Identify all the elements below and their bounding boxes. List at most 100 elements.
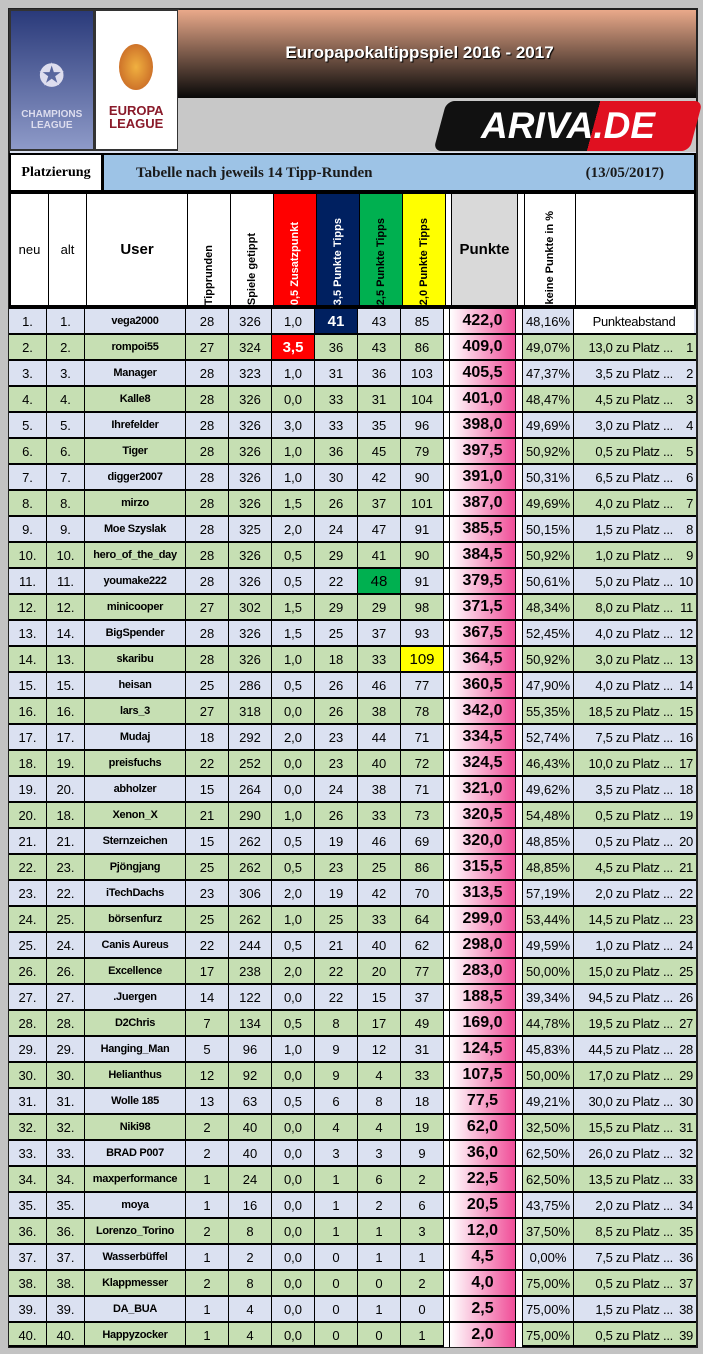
cell-alt: 11. <box>47 569 85 593</box>
cell-abstand: 8,0 zu Platz ... 11 <box>574 595 694 619</box>
cell-p25: 35 <box>358 413 401 437</box>
cell-tipprunden: 28 <box>186 465 229 489</box>
abstand-text: 3,0 zu Platz ... <box>595 417 673 433</box>
cell-p20: 98 <box>401 595 444 619</box>
gap <box>516 1089 523 1113</box>
cell-p25: 25 <box>358 855 401 879</box>
cell-p35: 25 <box>315 907 358 931</box>
cell-neu: 27. <box>9 985 47 1009</box>
col-spiele-label: Spiele getippt <box>246 232 258 305</box>
cell-p25: 0 <box>358 1271 401 1295</box>
cell-abstand: 2,0 zu Platz ... 34 <box>574 1193 694 1217</box>
cell-abstand: 3,0 zu Platz ... 4 <box>574 413 694 437</box>
cell-keine: 50,92% <box>523 439 574 463</box>
cell-neu: 8. <box>9 491 47 515</box>
table-row: 38. 38. Klappmesser 2 8 0,0 0 0 2 4,0 75,00% 0,5 zu… <box>9 1269 696 1295</box>
cell-spiele: 326 <box>229 543 272 567</box>
cell-z05: 0,0 <box>272 1115 315 1139</box>
cell-p25: 48 <box>358 569 401 593</box>
cell-spiele: 326 <box>229 621 272 645</box>
gap <box>444 517 450 541</box>
cell-neu: 35. <box>9 1193 47 1217</box>
gap <box>444 1037 450 1061</box>
cell-keine: 48,34% <box>523 595 574 619</box>
cell-p35: 29 <box>315 595 358 619</box>
cell-user: youmake222 <box>85 569 186 593</box>
gap <box>444 803 450 827</box>
europa-league-logo: EUROPA LEAGUE <box>95 11 177 149</box>
cell-tipprunden: 28 <box>186 621 229 645</box>
cell-alt: 36. <box>47 1219 85 1243</box>
cell-alt: 4. <box>47 387 85 411</box>
cl-logo-text: CHAMPIONS LEAGUE <box>21 109 83 131</box>
cell-keine: 62,50% <box>523 1167 574 1191</box>
cell-punkte: 384,5 <box>450 543 516 567</box>
cell-abstand: 1,0 zu Platz ... 9 <box>574 543 694 567</box>
cell-p25: 46 <box>358 673 401 697</box>
cell-spiele: 286 <box>229 673 272 697</box>
table-row: 19. 20. abholzer 15 264 0,0 24 38 71 321,0 49,62% 3… <box>9 775 696 801</box>
cell-neu: 36. <box>9 1219 47 1243</box>
gap <box>444 985 450 1009</box>
cell-neu: 33. <box>9 1141 47 1165</box>
cell-p25: 12 <box>358 1037 401 1061</box>
cell-p20: 78 <box>401 699 444 723</box>
cell-keine: 50,00% <box>523 1063 574 1087</box>
gap <box>446 194 452 305</box>
cell-keine: 53,44% <box>523 907 574 931</box>
cell-alt: 14. <box>47 621 85 645</box>
cell-alt: 12. <box>47 595 85 619</box>
table-row: 36. 36. Lorenzo_Torino 2 8 0,0 1 1 3 12,0 37,50% 8,… <box>9 1217 696 1243</box>
gap <box>444 465 450 489</box>
cell-p25: 8 <box>358 1089 401 1113</box>
cell-keine: 39,34% <box>523 985 574 1009</box>
abstand-text: 15,5 zu Platz ... <box>588 1119 673 1135</box>
cell-keine: 75,00% <box>523 1323 574 1347</box>
gap <box>516 725 523 749</box>
cell-tipprunden: 18 <box>186 725 229 749</box>
gap <box>444 829 450 853</box>
cell-z05: 1,0 <box>272 439 315 463</box>
cell-neu: 14. <box>9 647 47 671</box>
cell-spiele: 264 <box>229 777 272 801</box>
cell-p25: 15 <box>358 985 401 1009</box>
cell-user: Hanging_Man <box>85 1037 186 1061</box>
cell-abstand: 0,5 zu Platz ... 20 <box>574 829 694 853</box>
cell-punkte: 12,0 <box>450 1219 516 1243</box>
cell-z05: 0,0 <box>272 1193 315 1217</box>
cell-p35: 23 <box>315 725 358 749</box>
cell-alt: 6. <box>47 439 85 463</box>
gap <box>516 1037 523 1061</box>
cell-p35: 33 <box>315 387 358 411</box>
cell-alt: 26. <box>47 959 85 983</box>
cell-alt: 23. <box>47 855 85 879</box>
cell-alt: 16. <box>47 699 85 723</box>
cell-punkte: 283,0 <box>450 959 516 983</box>
cell-spiele: 302 <box>229 595 272 619</box>
cell-tipprunden: 28 <box>186 647 229 671</box>
cell-p25: 3 <box>358 1141 401 1165</box>
abstand-place: 6 <box>686 469 693 485</box>
cell-abstand: 0,5 zu Platz ... 39 <box>574 1323 694 1347</box>
cell-z05: 0,0 <box>272 1167 315 1191</box>
gap <box>444 387 450 411</box>
gap <box>516 1219 523 1243</box>
cell-p35: 26 <box>315 673 358 697</box>
cell-p25: 41 <box>358 543 401 567</box>
cell-spiele: 306 <box>229 881 272 905</box>
cell-user: mirzo <box>85 491 186 515</box>
abstand-place: 10 <box>679 573 693 589</box>
cell-p20: 2 <box>401 1271 444 1295</box>
cell-punkte: 422,0 <box>450 309 516 333</box>
gap <box>444 621 450 645</box>
abstand-place: 29 <box>679 1067 693 1083</box>
abstand-text: 10,0 zu Platz ... <box>588 755 673 771</box>
cell-p20: 62 <box>401 933 444 957</box>
cell-punkte: 360,5 <box>450 673 516 697</box>
cell-abstand: 0,5 zu Platz ... 37 <box>574 1271 694 1295</box>
table-row: 29. 29. Hanging_Man 5 96 1,0 9 12 31 124,5 45,83% 4… <box>9 1035 696 1061</box>
gap <box>444 777 450 801</box>
cell-user: Ihrefelder <box>85 413 186 437</box>
ariva-logo-text: ARIVA.DE <box>480 105 656 146</box>
cell-z05: 1,5 <box>272 491 315 515</box>
